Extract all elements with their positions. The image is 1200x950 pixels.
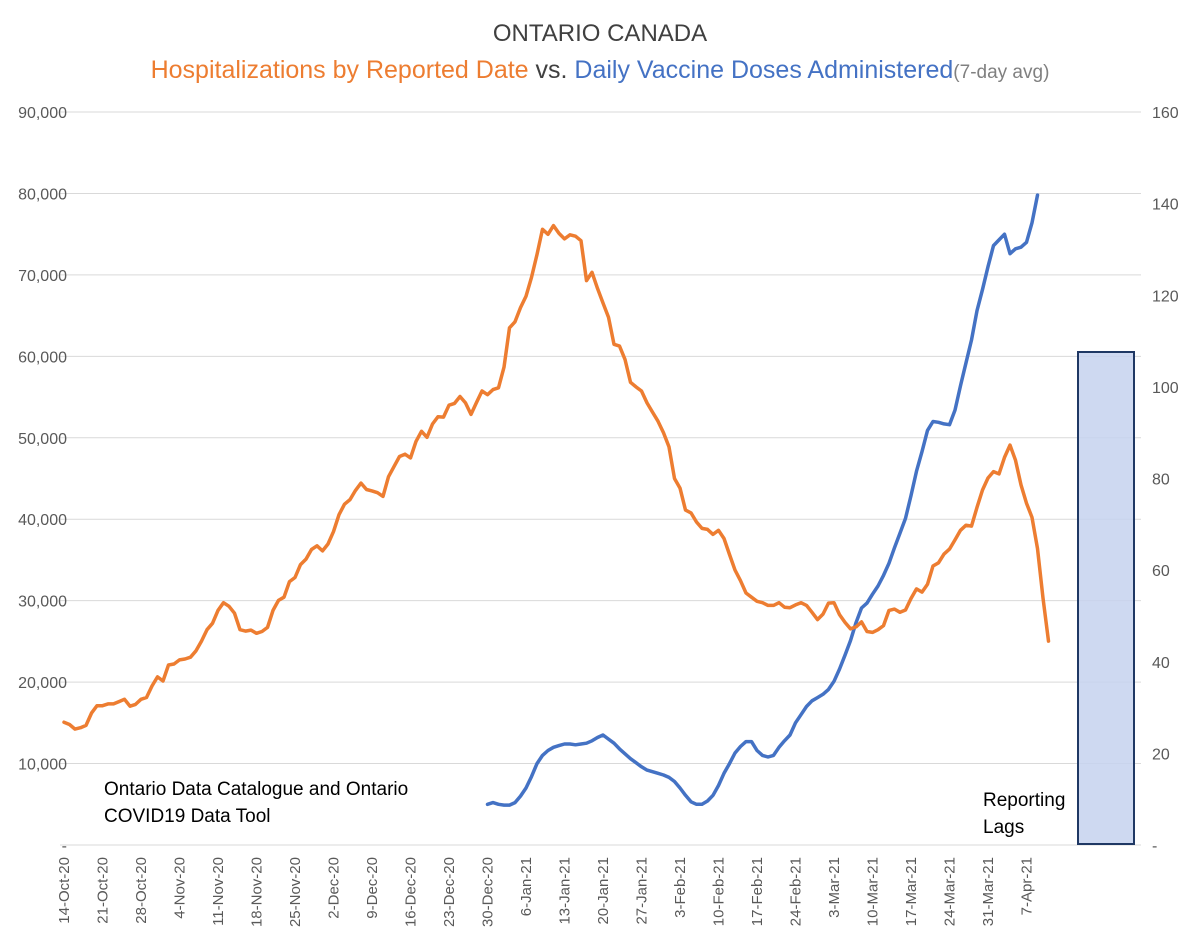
x-tick-label: 6-Jan-21 [518,857,535,916]
reporting-lags-note: Reporting Lags [983,787,1065,841]
y-right-tick-label: 60 [1152,563,1170,580]
x-tick-label: 9-Dec-20 [364,857,381,919]
y-right-tick-label: 100 [1152,380,1179,397]
reporting-lag-box [1077,351,1135,845]
x-tick-label: 30-Dec-20 [480,857,497,927]
x-tick-label: 31-Mar-21 [980,857,997,926]
x-axis-ticks: 14-Oct-20 21-Oct-20 28-Oct-20 4-Nov-20 11-No… [56,857,1036,927]
x-tick-label: 4-Nov-20 [172,857,189,919]
subtitle-vs: vs. [528,56,575,84]
x-tick-label: 3-Feb-21 [672,857,689,918]
x-tick-label: 24-Mar-21 [942,857,959,926]
x-tick-label: 3-Mar-21 [826,857,843,918]
y-right-tick-label: 120 [1152,288,1179,305]
y-right-tick-label: 140 [1152,197,1179,214]
x-tick-label: 28-Oct-20 [133,857,150,924]
x-tick-label: 20-Jan-21 [595,857,612,925]
x-tick-label: 7-Apr-21 [1019,857,1036,915]
y-left-tick-label: 90,000 [18,105,67,122]
left-axis-ticks: - 10,000 20,000 30,000 40,000 50,000 60,000 70,… [18,105,67,855]
x-tick-label: 16-Dec-20 [403,857,420,927]
series-lines [62,193,1051,807]
x-tick-label: 2-Dec-20 [326,857,343,919]
x-tick-label: 11-Nov-20 [210,857,227,926]
y-left-tick-label: 60,000 [18,349,67,366]
reporting-lag-region [1077,351,1135,845]
y-right-tick-label: - [1152,838,1157,855]
x-tick-label: 21-Oct-20 [95,857,112,924]
x-tick-label: 23-Dec-20 [441,857,458,927]
x-tick-label: 24-Feb-21 [788,857,805,926]
source-note: Ontario Data Catalogue and Ontario COVID… [104,776,408,830]
right-axis-ticks: - 20 40 60 80 100 120 140 160 [1152,105,1179,855]
subtitle-avg: (7-day avg) [953,62,1050,83]
x-tick-label: 18-Nov-20 [249,857,266,927]
x-tick-label: 13-Jan-21 [557,857,574,925]
hospitalizations-line [62,223,1051,731]
y-right-tick-label: 20 [1152,746,1170,763]
x-tick-label: 25-Nov-20 [287,857,304,927]
y-left-tick-label: - [62,838,67,855]
y-left-tick-label: 30,000 [18,594,67,611]
y-left-tick-label: 20,000 [18,675,67,692]
x-tick-label: 17-Feb-21 [749,857,766,926]
x-tick-label: 10-Mar-21 [865,857,882,926]
vaccine-doses-line [485,193,1040,807]
subtitle-vaccine: Daily Vaccine Doses Administered [574,56,954,84]
y-right-tick-label: 40 [1152,655,1170,672]
y-left-tick-label: 80,000 [18,186,67,203]
source-note-line2: COVID19 Data Tool [104,806,271,827]
x-tick-label: 27-Jan-21 [634,857,651,925]
x-tick-label: 10-Feb-21 [711,857,728,926]
chart-subtitle: Hospitalizations by Reported Date vs. Da… [0,56,1200,85]
y-left-tick-label: 70,000 [18,268,67,285]
y-left-tick-label: 50,000 [18,431,67,448]
x-tick-label: 17-Mar-21 [903,857,920,926]
y-right-tick-label: 80 [1152,472,1170,489]
reporting-lags-line1: Reporting [983,790,1066,811]
source-note-line1: Ontario Data Catalogue and Ontario [104,779,409,800]
x-tick-label: 14-Oct-20 [56,857,73,924]
gridlines [60,111,1141,846]
chart-title: ONTARIO CANADA [492,20,708,47]
y-right-tick-label: 160 [1152,105,1179,122]
reporting-lags-line2: Lags [983,817,1025,838]
y-left-tick-label: 40,000 [18,512,67,529]
y-left-tick-label: 10,000 [18,757,67,774]
subtitle-hospitalizations: Hospitalizations by Reported Date [150,56,529,84]
